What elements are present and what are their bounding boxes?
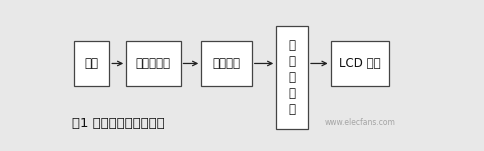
Bar [276, 26, 308, 129]
Text: 电机: 电机 [84, 57, 98, 70]
Text: LCD 显示: LCD 显示 [339, 57, 380, 70]
Bar [331, 41, 389, 86]
Bar [201, 41, 252, 86]
Text: 信号转换: 信号转换 [212, 57, 241, 70]
Bar [74, 41, 109, 86]
Bar [126, 41, 181, 86]
Text: 单
片
机
处
理: 单 片 机 处 理 [288, 39, 296, 116]
Text: 图1 震尔传感器测速框图: 图1 震尔传感器测速框图 [72, 117, 165, 130]
Text: 震尔传感器: 震尔传感器 [136, 57, 171, 70]
Text: www.elecfans.com: www.elecfans.com [325, 118, 396, 127]
